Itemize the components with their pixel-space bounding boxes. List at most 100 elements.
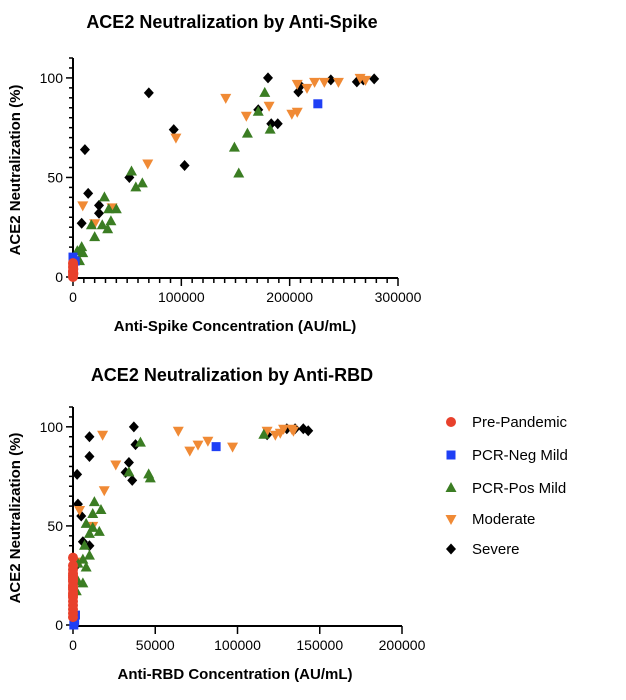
data-point bbox=[220, 93, 232, 104]
data-point bbox=[68, 552, 78, 563]
chart-title-rbd: ACE2 Neutralization by Anti-RBD bbox=[91, 365, 373, 385]
data-point bbox=[85, 219, 97, 230]
data-point bbox=[110, 203, 122, 214]
legend: Pre-Pandemic PCR-Neg Mild PCR-Pos Mild Mode… bbox=[445, 414, 568, 558]
data-point bbox=[301, 83, 313, 94]
data-point bbox=[68, 612, 78, 623]
series-moderate bbox=[77, 73, 371, 230]
data-point bbox=[272, 118, 283, 130]
data-point bbox=[130, 181, 142, 192]
legend-marker-circle bbox=[446, 417, 456, 427]
legend-marker-diamond bbox=[446, 543, 456, 555]
plot-spike: 0 50 100 0 100000 200000 300000 bbox=[40, 57, 422, 305]
legend-item: PCR-Pos Mild bbox=[445, 480, 566, 497]
data-point bbox=[69, 620, 79, 630]
legend-item: Moderate bbox=[445, 511, 535, 528]
data-point bbox=[369, 73, 380, 85]
x-tick-label: 150000 bbox=[296, 637, 343, 653]
x-axis-title-spike: Anti-Spike Concentration (AU/mL) bbox=[114, 318, 357, 335]
data-point bbox=[80, 517, 92, 528]
x-tick-label: 100000 bbox=[158, 289, 205, 305]
data-point bbox=[127, 474, 138, 486]
data-point bbox=[325, 74, 336, 86]
data-point bbox=[134, 436, 146, 447]
x-tick-label: 50000 bbox=[136, 637, 175, 653]
data-point bbox=[97, 430, 109, 441]
x-tick-label: 200000 bbox=[379, 637, 426, 653]
legend-marker-triangle-up bbox=[445, 482, 457, 492]
data-point bbox=[291, 79, 303, 90]
data-point bbox=[263, 101, 275, 112]
legend-item: Pre-Pandemic bbox=[446, 414, 568, 431]
data-point bbox=[98, 191, 110, 202]
data-point bbox=[95, 504, 107, 515]
data-point bbox=[170, 133, 182, 144]
data-point bbox=[202, 436, 214, 447]
x-tick-label: 0 bbox=[69, 289, 77, 305]
data-point bbox=[168, 124, 179, 136]
data-point bbox=[105, 215, 117, 226]
axes: 0 50 100 0 100000 200000 300000 bbox=[40, 57, 422, 305]
data-point bbox=[184, 446, 196, 457]
series-moderate bbox=[74, 424, 299, 568]
data-point bbox=[102, 223, 114, 234]
data-point bbox=[83, 187, 94, 199]
data-point bbox=[84, 431, 95, 443]
data-point bbox=[240, 111, 252, 122]
data-point bbox=[94, 207, 104, 219]
data-point bbox=[98, 486, 110, 497]
data-point bbox=[259, 86, 271, 97]
data-point bbox=[83, 527, 95, 538]
data-point bbox=[89, 231, 101, 242]
data-point bbox=[136, 177, 148, 188]
data-point bbox=[211, 442, 221, 452]
data-point bbox=[309, 77, 321, 88]
series-pre-pandemic bbox=[68, 258, 79, 282]
data-point bbox=[123, 466, 135, 477]
legend-marker-triangle-down bbox=[445, 515, 457, 525]
data-point bbox=[233, 167, 245, 178]
data-point bbox=[68, 582, 78, 593]
data-point bbox=[74, 506, 86, 517]
data-point bbox=[77, 247, 89, 258]
data-point bbox=[228, 141, 240, 152]
data-point bbox=[128, 421, 139, 433]
legend-label: Severe bbox=[472, 541, 520, 558]
x-tick-label: 200000 bbox=[266, 289, 313, 305]
legend-label: PCR-Neg Mild bbox=[472, 447, 568, 464]
data-point bbox=[87, 508, 99, 519]
data-point bbox=[252, 105, 264, 116]
data-point bbox=[332, 77, 344, 88]
x-tick-label: 100000 bbox=[214, 637, 261, 653]
x-tick-label: 0 bbox=[69, 637, 77, 653]
data-point bbox=[103, 203, 115, 214]
y-tick-label: 0 bbox=[55, 269, 63, 285]
series-pcr-neg-mild bbox=[68, 99, 323, 272]
data-point bbox=[83, 549, 95, 560]
data-point bbox=[79, 539, 91, 550]
data-point bbox=[303, 425, 314, 437]
x-tick-label: 300000 bbox=[375, 289, 422, 305]
legend-label: PCR-Pos Mild bbox=[472, 480, 566, 497]
y-tick-label: 0 bbox=[55, 617, 63, 633]
chart-title-spike: ACE2 Neutralization by Anti-Spike bbox=[86, 12, 377, 32]
data-point bbox=[142, 159, 154, 170]
series-severe bbox=[71, 421, 314, 572]
y-tick-label: 50 bbox=[47, 169, 63, 185]
data-point bbox=[264, 123, 276, 134]
data-point bbox=[72, 468, 83, 480]
legend-marker-square bbox=[446, 450, 456, 460]
data-point bbox=[313, 99, 323, 109]
data-point bbox=[126, 165, 137, 176]
data-point bbox=[80, 561, 92, 572]
y-tick-label: 50 bbox=[47, 518, 63, 534]
legend-label: Pre-Pandemic bbox=[472, 414, 568, 431]
legend-item: PCR-Neg Mild bbox=[446, 447, 568, 464]
data-point bbox=[179, 160, 190, 172]
data-point bbox=[278, 424, 290, 435]
series-pre-pandemic bbox=[68, 552, 78, 623]
data-point bbox=[360, 75, 371, 86]
data-point bbox=[68, 590, 78, 601]
data-point bbox=[143, 87, 154, 99]
data-point bbox=[79, 144, 90, 156]
